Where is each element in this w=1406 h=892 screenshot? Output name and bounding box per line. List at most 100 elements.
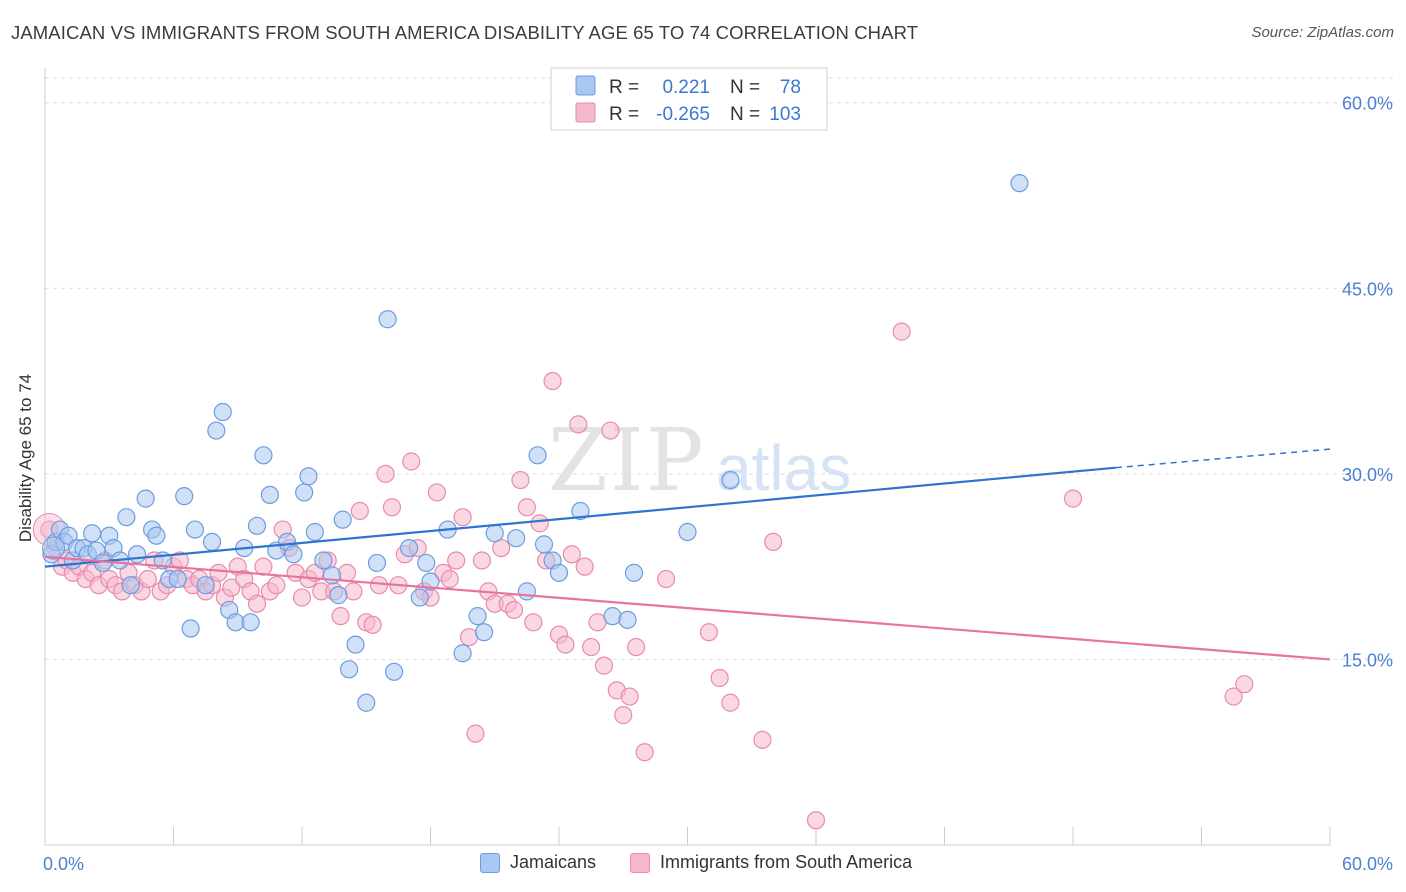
point-immigrants-16 <box>138 569 157 589</box>
point-jamaicans-20 <box>147 526 166 545</box>
point-jamaicans-46 <box>329 586 348 605</box>
watermark-atlas: atlas <box>716 432 851 504</box>
point-jamaicans-9 <box>83 524 102 543</box>
point-immigrants-87 <box>594 656 614 675</box>
point-immigrants-73 <box>504 600 524 620</box>
point-jamaicans-25 <box>181 619 200 638</box>
point-immigrants-97 <box>721 693 740 712</box>
point-jamaicans-37 <box>260 485 279 505</box>
point-immigrants-82 <box>562 545 581 564</box>
tick-labels: 15.0% 30.0% 45.0% 60.0% 0.0% 60.0% <box>43 94 1393 874</box>
y-tick-label-0: 15.0% <box>1342 650 1393 670</box>
legend-n-label-2: N = <box>730 104 760 125</box>
legend-r-value-2: -0.265 <box>656 104 710 125</box>
x-tick-label-1: 60.0% <box>1342 854 1393 874</box>
point-jamaicans-30 <box>213 402 232 422</box>
point-immigrants-84 <box>575 557 594 576</box>
point-immigrants-94 <box>656 569 676 589</box>
point-immigrants-51 <box>363 615 382 634</box>
legend-label-immigrants: Immigrants from South America <box>660 852 913 872</box>
point-jamaicans-28 <box>202 532 222 552</box>
point-immigrants-40 <box>292 588 312 607</box>
legend-swatch-blue <box>575 75 596 96</box>
point-jamaicans-41 <box>295 483 314 502</box>
point-jamaicans-50 <box>357 693 376 712</box>
point-immigrants-57 <box>402 452 421 471</box>
point-immigrants-88 <box>601 421 620 440</box>
point-immigrants-54 <box>382 498 402 517</box>
point-jamaicans-64 <box>517 582 536 601</box>
point-jamaicans-75 <box>1010 174 1029 193</box>
point-jamaicans-43 <box>305 522 324 542</box>
point-immigrants-34 <box>254 557 273 576</box>
point-jamaicans-61 <box>474 623 494 642</box>
point-jamaicans-47 <box>333 510 352 529</box>
point-jamaicans-35 <box>247 516 267 535</box>
legend-bottom: Jamaicans Immigrants from South America <box>480 852 946 873</box>
point-jamaicans-60 <box>468 607 487 626</box>
point-immigrants-74 <box>511 470 530 490</box>
point-jamaicans-42 <box>299 467 318 486</box>
legend-r-label-2: R = <box>609 104 639 125</box>
legend-n-label-1: N = <box>730 77 760 98</box>
point-jamaicans-15 <box>117 508 136 527</box>
point-immigrants-92 <box>626 637 646 657</box>
point-jamaicans-34 <box>241 613 260 632</box>
point-jamaicans-16 <box>121 576 140 595</box>
point-immigrants-85 <box>582 637 601 657</box>
point-immigrants-64 <box>447 551 466 570</box>
point-jamaicans-68 <box>549 563 569 582</box>
legend-n-value-1: 78 <box>780 77 801 98</box>
point-immigrants-79 <box>543 371 562 391</box>
legend-r-label-1: R = <box>609 77 639 98</box>
legend-item-immigrants: Immigrants from South America <box>630 852 912 873</box>
point-jamaicans-74 <box>721 470 740 490</box>
point-immigrants-83 <box>569 415 588 434</box>
point-jamaicans-63 <box>507 529 526 548</box>
legend-r-value-1: 0.221 <box>662 77 710 98</box>
y-tick-label-2: 45.0% <box>1342 279 1393 299</box>
point-jamaicans-59 <box>453 644 472 663</box>
point-jamaicans-18 <box>136 489 155 508</box>
point-immigrants-47 <box>337 563 357 582</box>
trend-jamaicans <box>44 466 1116 568</box>
y-tick-label-3: 60.0% <box>1342 94 1393 114</box>
point-jamaicans-72 <box>624 563 644 582</box>
point-jamaicans-26 <box>185 520 205 539</box>
point-immigrants-104 <box>1235 675 1254 694</box>
point-jamaicans-40 <box>284 545 303 564</box>
point-jamaicans-23 <box>168 569 187 589</box>
point-jamaicans-36 <box>254 446 273 465</box>
legend-item-jamaicans: Jamaicans <box>480 852 596 873</box>
point-jamaicans-44 <box>314 551 333 570</box>
point-immigrants-63 <box>440 569 459 589</box>
point-jamaicans-54 <box>399 538 419 558</box>
point-immigrants-27 <box>209 563 228 582</box>
point-immigrants-90 <box>614 706 633 725</box>
point-immigrants-103 <box>1224 687 1243 706</box>
point-immigrants-77 <box>530 514 549 533</box>
point-immigrants-81 <box>556 635 575 654</box>
legend-label-jamaicans: Jamaicans <box>510 852 597 872</box>
point-jamaicans-51 <box>367 553 387 573</box>
point-jamaicans-17 <box>127 545 147 564</box>
point-jamaicans-69 <box>571 501 590 521</box>
point-jamaicans-73 <box>678 522 697 542</box>
trend-jamaicans-extension <box>1115 448 1331 469</box>
point-immigrants-68 <box>472 551 491 570</box>
point-jamaicans-66 <box>534 535 554 554</box>
chart-title: JAMAICAN VS IMMIGRANTS FROM SOUTH AMERIC… <box>11 22 919 43</box>
point-immigrants-48 <box>344 582 363 601</box>
point-immigrants-98 <box>753 730 772 749</box>
point-immigrants-49 <box>350 501 369 521</box>
point-immigrants-75 <box>517 498 536 517</box>
series-immigrants-points <box>32 322 1254 830</box>
source-label: Source: ZipAtlas.com <box>1251 24 1394 41</box>
trend-immigrants <box>44 555 1331 661</box>
y-tick-label-1: 30.0% <box>1342 465 1393 485</box>
point-immigrants-52 <box>370 576 389 595</box>
point-immigrants-102 <box>1063 489 1083 508</box>
point-immigrants-67 <box>466 724 485 743</box>
point-jamaicans-55 <box>410 588 429 607</box>
